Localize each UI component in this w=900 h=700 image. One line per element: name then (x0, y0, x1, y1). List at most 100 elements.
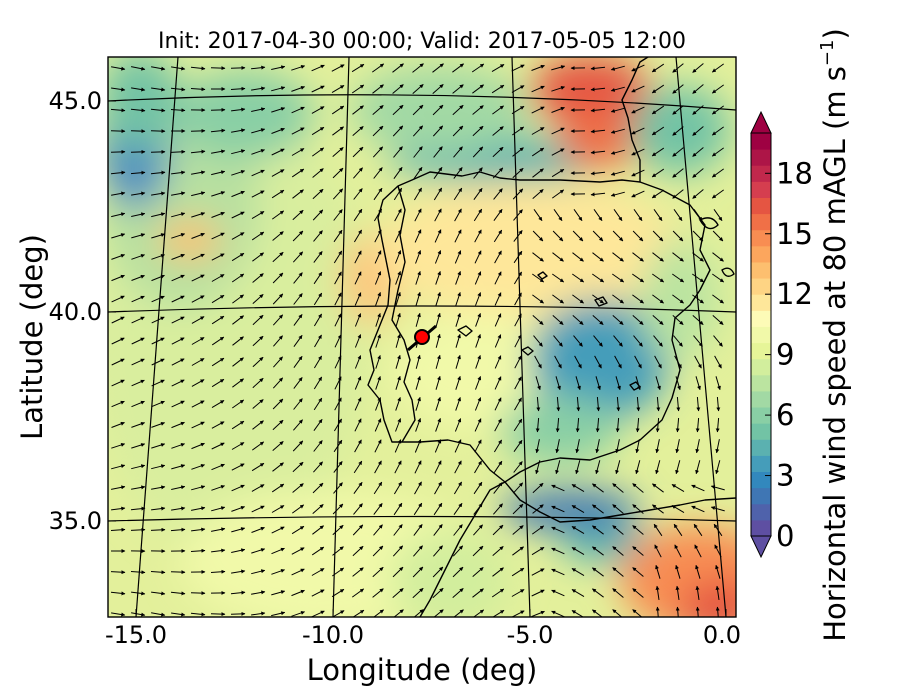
wind-vector (453, 524, 463, 536)
wind-vector (110, 108, 126, 113)
wind-vector (672, 168, 684, 178)
wind-vector (433, 187, 443, 201)
wind-vector (711, 105, 724, 115)
wind-vector (131, 66, 146, 71)
colorbar-extend-max (750, 110, 772, 134)
wind-vector (271, 107, 286, 113)
wind-vector (231, 211, 245, 219)
wind-vector (271, 611, 286, 617)
wind-vector (691, 484, 705, 492)
wind-vector (211, 336, 225, 346)
wind-vector (395, 312, 401, 327)
wind-vector (636, 396, 641, 412)
wind-vector (655, 376, 661, 391)
wind-vector (532, 482, 544, 494)
x-tick-label: -10.0 (302, 621, 364, 649)
x-axis: -15.0 -10.0 -5.0 0.0 Longitude (deg) (105, 609, 741, 687)
wind-vector (716, 396, 721, 412)
wind-vector (571, 588, 585, 598)
wind-vector (513, 418, 523, 432)
wind-vector (334, 397, 342, 411)
wind-vector (631, 127, 645, 135)
wind-vector (171, 212, 186, 218)
wind-vector (130, 570, 146, 575)
wind-vector (610, 149, 625, 155)
field-patch (390, 310, 570, 430)
iberia-coastline (367, 171, 711, 483)
wind-vector (131, 400, 145, 408)
wind-vector (150, 170, 166, 175)
wind-vector (332, 188, 344, 200)
wind-vector (492, 567, 504, 577)
wind-vector (552, 294, 564, 304)
wind-vector (231, 128, 246, 133)
wind-vector (231, 463, 245, 471)
wind-vector (271, 590, 286, 596)
plot-area (108, 57, 736, 617)
wind-vector (111, 421, 125, 428)
wind-vector (475, 355, 482, 369)
wind-vector (211, 442, 225, 450)
graticule-lat-45 (108, 94, 736, 111)
colorbar-segment (751, 487, 771, 505)
wind-vector (231, 107, 246, 112)
wind-vector (312, 525, 324, 535)
wind-vector (590, 192, 606, 197)
wind-vector (191, 316, 205, 324)
wind-vector (514, 292, 522, 306)
graticule-lat-40 (108, 305, 736, 313)
wind-vector (532, 273, 545, 283)
colorbar-ticks: 0 3 6 9 12 15 18 (765, 156, 813, 553)
wind-vector (151, 66, 166, 71)
wind-vector (251, 231, 265, 241)
wind-vector (171, 253, 185, 260)
wind-vector (595, 460, 601, 475)
wind-vector (332, 546, 344, 556)
wind-vector (471, 63, 485, 73)
wind-vector (231, 232, 245, 240)
wind-vector (615, 460, 621, 475)
wind-vector (231, 442, 245, 450)
wind-vector (675, 460, 681, 475)
wind-vector (211, 484, 225, 491)
wind-vector (613, 335, 623, 347)
wind-vector (555, 460, 561, 475)
wind-vector (453, 502, 463, 515)
wind-vector (392, 588, 404, 598)
wind-vector (592, 273, 605, 283)
wind-vector (272, 272, 284, 284)
wind-vector (190, 612, 206, 617)
wind-vector (291, 85, 305, 92)
wind-vector (191, 421, 205, 429)
wind-vector (374, 418, 382, 432)
wind-vector (435, 396, 441, 411)
wind-vector (211, 294, 225, 304)
wind-vector (573, 335, 583, 347)
wind-vector (170, 149, 186, 154)
wind-vector (590, 171, 606, 176)
wind-vector (393, 146, 403, 158)
wind-vector (434, 460, 442, 474)
wind-vector (292, 251, 304, 263)
wind-vector (474, 397, 482, 411)
wind-vector (455, 271, 462, 285)
wind-vector (272, 441, 284, 451)
graticule-lon-0 (675, 57, 727, 617)
wind-vector (532, 504, 544, 514)
wind-vector (452, 104, 464, 116)
wind-vector (353, 188, 363, 200)
colorbar-segment (751, 326, 771, 344)
wind-vector (692, 230, 704, 242)
morocco-coastline (419, 481, 506, 617)
wind-vector (332, 147, 344, 157)
wind-vector (210, 128, 226, 133)
x-axis-label: Longitude (deg) (307, 653, 538, 687)
wind-vector (514, 355, 522, 369)
wind-vector (555, 417, 560, 433)
wind-vector (151, 233, 166, 239)
wind-vector (491, 63, 505, 73)
wind-vector (455, 397, 462, 411)
wind-vector (694, 355, 702, 369)
wind-vector (590, 108, 606, 113)
wind-vector (171, 506, 186, 511)
